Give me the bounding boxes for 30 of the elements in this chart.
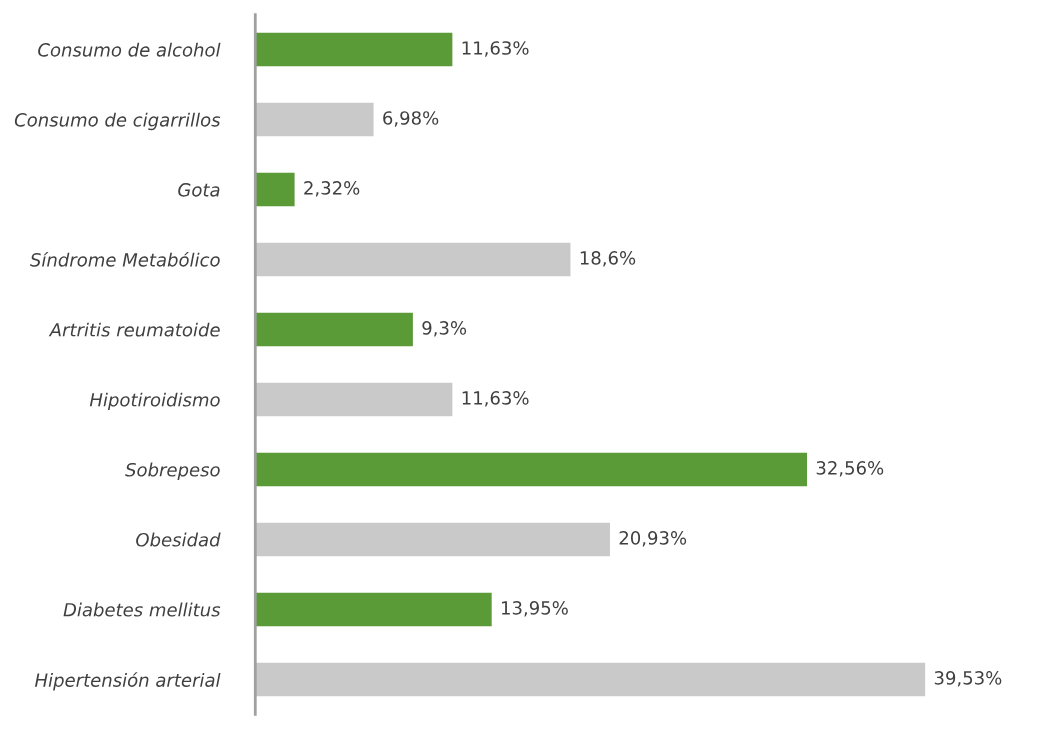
y-tick-label: Hipotiroidismo xyxy=(89,392,220,411)
bar xyxy=(255,32,453,67)
data-label: 20,93% xyxy=(619,531,687,547)
bar xyxy=(255,382,453,417)
data-label: 6,98% xyxy=(383,111,439,127)
bar xyxy=(255,312,413,347)
y-tick-label: Obesidad xyxy=(136,532,221,547)
y-tick-label: Artritis reumatoide xyxy=(48,322,220,337)
data-label: 2,32% xyxy=(304,181,360,197)
y-tick-label: Gota xyxy=(178,183,220,197)
y-tick-label: Hipertensión arterial xyxy=(34,672,221,691)
bar xyxy=(255,522,610,557)
y-tick-label: Consumo de cigarrillos xyxy=(14,112,221,131)
bar xyxy=(255,592,492,627)
data-label: 13,95% xyxy=(502,601,568,617)
data-label: 11,63% xyxy=(462,41,529,57)
data-label: 18,6% xyxy=(580,251,636,267)
bar xyxy=(255,172,295,207)
y-tick-label: Consumo de alcohol xyxy=(38,42,221,57)
data-label: 39,53% xyxy=(934,671,1002,687)
data-label: 9,3% xyxy=(422,321,467,337)
y-tick-label: Síndrome Metabólico xyxy=(30,251,220,267)
bar xyxy=(255,242,571,277)
y-tick-label: Sobrepeso xyxy=(125,462,220,481)
y-tick-label: Diabetes mellitus xyxy=(63,602,221,617)
bar xyxy=(255,102,374,137)
bar xyxy=(255,452,808,487)
bar xyxy=(255,662,926,697)
data-label: 11,63% xyxy=(462,391,529,407)
data-label: 32,56% xyxy=(816,461,884,477)
